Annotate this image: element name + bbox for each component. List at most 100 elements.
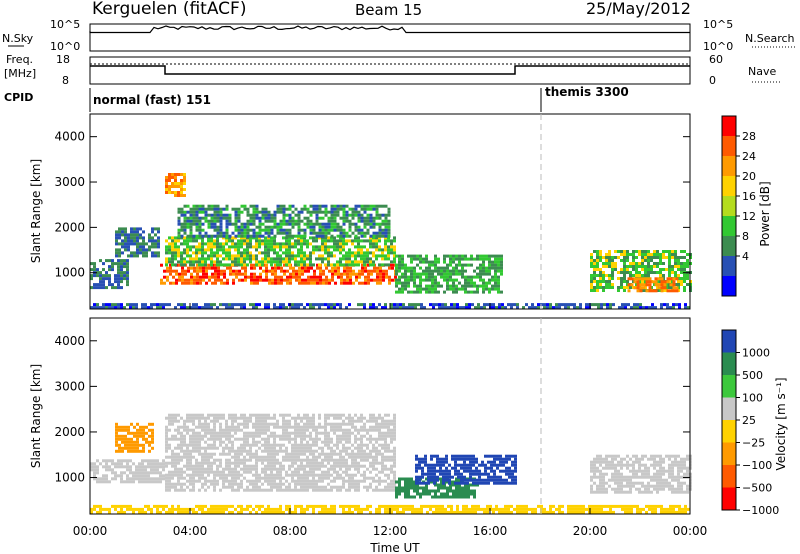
data-cell-3	[189, 437, 192, 441]
data-cell-4	[219, 242, 222, 246]
data-cell-3	[210, 428, 213, 432]
data-cell-2	[151, 239, 154, 243]
data-cell-3	[252, 479, 255, 483]
data-cell-0	[264, 306, 267, 310]
data-cell-4	[339, 251, 342, 255]
data-cell-0	[537, 504, 540, 508]
data-cell-4	[246, 248, 249, 252]
data-cell-7	[440, 266, 443, 270]
data-cell-2	[115, 239, 118, 243]
data-cell-5	[267, 234, 271, 238]
data-cell-3	[345, 467, 348, 471]
data-cell-8	[614, 265, 617, 268]
data-cell-8	[641, 259, 644, 262]
data-cell-5	[384, 225, 388, 229]
data-cell-3	[381, 446, 384, 450]
data-cell-7	[455, 254, 458, 258]
data-cell-5	[369, 204, 373, 208]
data-cell-4	[264, 251, 267, 255]
data-cell-5	[246, 222, 250, 226]
data-cell-0	[531, 510, 534, 514]
data-cell-8	[659, 256, 662, 259]
data-cell-3	[213, 443, 216, 447]
data-cell-8	[593, 271, 596, 274]
data-cell-5	[354, 204, 358, 208]
data-cell-5	[213, 216, 217, 220]
data-cell-4	[246, 263, 249, 267]
data-cell-0	[210, 504, 213, 508]
data-cell-8	[677, 283, 680, 286]
data-cell-3	[225, 476, 228, 480]
data-cell-5	[180, 210, 184, 214]
data-cell-4	[300, 245, 303, 249]
data-cell-7	[449, 275, 452, 279]
data-cell-3	[357, 461, 360, 465]
data-cell-2	[118, 449, 121, 453]
data-cell-3	[204, 425, 207, 429]
data-cell-3	[189, 455, 192, 459]
data-cell-3	[342, 461, 345, 465]
data-cell-1	[93, 283, 96, 287]
data-cell-5	[252, 216, 256, 220]
data-cell-0	[525, 504, 528, 508]
data-cell-3	[219, 422, 222, 426]
data-cell-3	[228, 452, 231, 456]
data-cell-5	[240, 210, 244, 214]
data-cell-5	[219, 225, 223, 229]
data-cell-3	[315, 455, 318, 459]
data-cell-7	[449, 287, 452, 291]
data-cell-3	[217, 275, 220, 279]
data-cell-0	[120, 510, 123, 514]
data-cell-7	[413, 254, 416, 258]
data-cell-3	[160, 263, 163, 267]
data-cell-7	[467, 290, 470, 294]
data-cell-5	[219, 234, 223, 238]
data-cell-1	[132, 471, 135, 475]
data-cell-3	[375, 437, 378, 441]
data-cell-3	[219, 464, 222, 468]
data-cell-0	[543, 306, 546, 310]
data-cell-3	[189, 428, 192, 432]
data-cell-4	[237, 254, 240, 258]
data-cell-3	[244, 266, 247, 270]
data-cell-3	[375, 428, 378, 432]
data-cell-5	[237, 234, 241, 238]
data-cell-3	[192, 479, 195, 483]
data-cell-3	[246, 434, 249, 438]
data-cell-3	[294, 419, 297, 423]
data-cell-4	[291, 245, 294, 249]
data-cell-3	[228, 413, 231, 417]
data-cell-3	[213, 479, 216, 483]
data-cell-5	[327, 219, 331, 223]
data-cell-5	[366, 207, 370, 211]
data-cell-3	[177, 431, 180, 435]
data-cell-3	[175, 269, 178, 273]
data-cell-5	[291, 234, 295, 238]
data-cell-3	[243, 476, 246, 480]
data-cell-5	[207, 207, 211, 211]
data-cell-7	[407, 275, 410, 279]
data-cell-0	[330, 303, 333, 307]
data-cell-3	[253, 281, 256, 285]
data-cell-3	[333, 458, 336, 462]
data-cell-5	[189, 219, 193, 223]
data-cell-2	[115, 254, 118, 258]
data-cell-3	[246, 431, 249, 435]
data-cell-0	[687, 507, 690, 511]
data-cell-0	[573, 306, 576, 310]
data-cell-5	[189, 216, 193, 220]
data-cell-2	[148, 248, 151, 252]
data-cell-3	[379, 278, 382, 282]
data-cell-3	[312, 479, 315, 483]
data-cell-3	[174, 416, 177, 420]
data-cell-7	[452, 254, 455, 258]
data-cell-3	[303, 434, 306, 438]
data-cell-3	[375, 488, 378, 492]
data-cell-1	[162, 459, 165, 463]
data-cell-3	[192, 416, 195, 420]
data-cell-3	[307, 275, 310, 279]
data-cell-8	[599, 286, 602, 289]
data-cell-3	[378, 422, 381, 426]
data-cell-3	[280, 281, 283, 285]
data-cell-5	[219, 219, 223, 223]
